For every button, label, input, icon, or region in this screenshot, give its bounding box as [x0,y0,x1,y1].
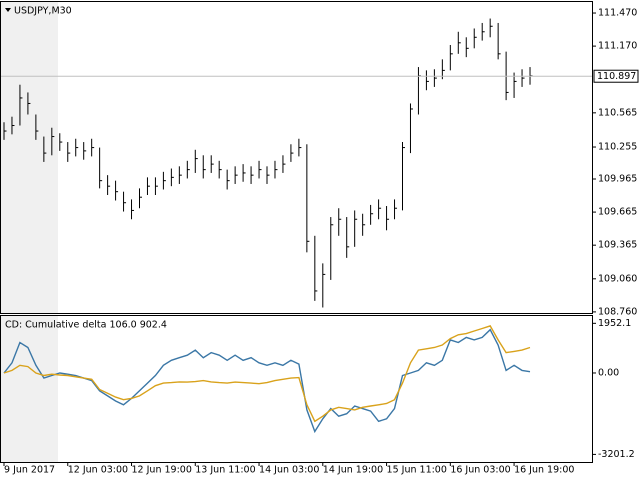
indicator-title: CD: Cumulative delta 106.0 902.4 [5,320,167,331]
y-tick-label: 111.170 [598,41,637,52]
symbol-title: USDJPY,M30 [14,6,72,17]
x-tick-label: 15 Jun 11:00 [387,465,447,476]
current-price-label: 110.897 [597,71,636,82]
history-shade [1,316,58,462]
symbol-menu-icon[interactable] [5,8,11,12]
y-tick-label: 109.060 [598,273,637,284]
x-tick-label: 16 Jun 03:00 [450,465,510,476]
x-tick-label: 14 Jun 19:00 [323,465,383,476]
indicator-line [3,325,531,423]
y-tick-label: 111.470 [598,8,637,19]
y-tick-label: -3201.2 [598,449,635,460]
x-tick-label: 12 Jun 19:00 [132,465,192,476]
current-price-box [593,69,639,83]
x-tick-label: 9 Jun 2017 [4,465,55,476]
x-tick-label: 14 Jun 03:00 [259,465,319,476]
indicator-line [3,328,531,434]
y-tick-label: 109.965 [598,174,637,185]
y-tick-label: 110.255 [598,142,637,153]
x-tick-label: 12 Jun 03:00 [68,465,128,476]
y-tick-label: 0.00 [598,367,619,378]
y-tick-label: 109.665 [598,207,637,218]
x-tick-label: 13 Jun 11:00 [195,465,255,476]
history-shade [1,2,58,313]
y-tick-label: 109.365 [598,240,637,251]
y-tick-label: 110.565 [598,107,637,118]
y-tick-label: 1952.1 [598,318,631,329]
main-panel [0,1,593,314]
indicator-panel [0,315,593,463]
x-tick-label: 16 Jun 19:00 [514,465,574,476]
y-tick-label: 108.760 [598,306,637,317]
